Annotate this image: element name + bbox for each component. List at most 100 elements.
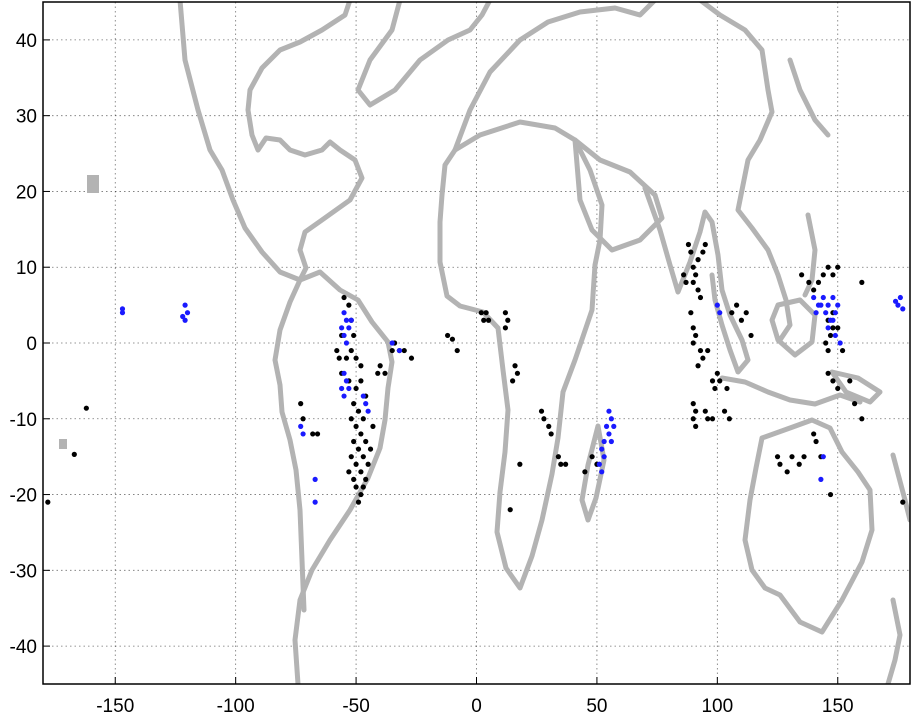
data-point <box>801 454 807 460</box>
data-point <box>683 279 689 285</box>
data-point <box>298 423 304 429</box>
data-point <box>298 401 304 407</box>
data-point <box>608 416 614 422</box>
coastline-south-america-west <box>272 277 307 613</box>
data-point <box>693 272 699 278</box>
data-point <box>348 317 354 323</box>
data-point <box>343 378 350 384</box>
data-point <box>690 401 696 407</box>
data-point <box>355 499 362 505</box>
data-point <box>688 310 694 316</box>
data-point <box>558 461 564 467</box>
coastline-east-asia <box>698 2 793 343</box>
data-point <box>541 416 547 422</box>
data-point <box>555 454 561 460</box>
data-point <box>601 454 607 460</box>
coastline-north-america <box>177 2 365 283</box>
x-tick-label: 100 <box>701 696 733 717</box>
data-point <box>789 454 795 460</box>
data-point <box>685 241 692 248</box>
data-point <box>796 461 802 467</box>
x-tick-label: -50 <box>342 696 369 717</box>
data-point <box>811 287 817 293</box>
data-point <box>827 491 834 498</box>
data-point <box>705 347 711 354</box>
data-point <box>697 347 704 354</box>
data-point <box>351 401 357 407</box>
data-point <box>341 393 347 399</box>
data-point <box>365 461 371 467</box>
data-point <box>825 325 831 331</box>
data-point <box>774 454 781 460</box>
data-point <box>748 332 754 339</box>
coastline-greenland <box>355 2 492 108</box>
data-point <box>312 476 318 482</box>
data-point <box>835 325 841 331</box>
data-point <box>548 431 554 437</box>
data-point <box>900 499 906 505</box>
data-point <box>353 423 359 429</box>
data-point <box>596 461 602 467</box>
data-point <box>360 416 366 422</box>
data-point <box>538 408 545 414</box>
x-tick-label: 150 <box>822 696 854 717</box>
data-point <box>830 317 836 323</box>
data-point <box>341 310 347 316</box>
data-point <box>714 370 720 376</box>
data-point <box>690 340 696 346</box>
data-point <box>813 438 819 445</box>
data-point <box>811 431 817 437</box>
y-tick-label: 0 <box>26 334 37 355</box>
x-axis: -150 -100 -50 0 50 100 150 <box>96 677 854 717</box>
data-point <box>353 484 359 490</box>
y-tick-label: -40 <box>10 637 37 658</box>
data-point <box>837 340 843 346</box>
data-point <box>702 408 708 414</box>
data-point <box>377 363 383 369</box>
data-point <box>815 279 822 285</box>
coastline-philippines <box>802 212 818 298</box>
data-point <box>353 355 359 361</box>
data-point <box>358 378 364 384</box>
data-point <box>832 310 838 316</box>
data-point <box>806 279 812 285</box>
data-point <box>339 325 345 331</box>
data-point <box>690 279 696 285</box>
x-tick-label: -150 <box>96 696 134 717</box>
data-point <box>312 499 318 505</box>
data-point <box>859 416 865 422</box>
data-point <box>830 325 836 331</box>
data-point <box>343 317 350 323</box>
data-point <box>709 378 716 384</box>
data-point <box>180 313 186 320</box>
data-point <box>546 423 552 429</box>
data-point <box>505 317 511 323</box>
data-point <box>353 461 359 467</box>
data-point <box>389 347 395 354</box>
data-point <box>300 431 306 437</box>
data-point <box>825 302 831 308</box>
data-point <box>182 317 188 323</box>
coastline-europe <box>452 2 657 153</box>
data-point <box>847 378 853 384</box>
coastline-australia <box>742 417 875 635</box>
data-point <box>358 491 364 498</box>
data-point <box>351 332 357 339</box>
x-tick-label: -100 <box>217 696 255 717</box>
data-point <box>859 279 865 285</box>
coastline-borneo <box>769 297 818 358</box>
data-point <box>835 302 841 308</box>
y-tick-label: 10 <box>16 258 37 279</box>
data-point <box>346 302 352 308</box>
data-point <box>589 454 595 460</box>
data-point <box>724 385 730 392</box>
data-point <box>358 469 364 475</box>
data-point <box>777 461 783 467</box>
data-point <box>408 355 415 361</box>
y-tick-label: 20 <box>16 182 37 203</box>
data-point <box>343 355 350 361</box>
data-point <box>341 332 347 339</box>
data-point <box>336 355 342 361</box>
data-point <box>510 378 516 384</box>
data-point <box>721 408 728 414</box>
